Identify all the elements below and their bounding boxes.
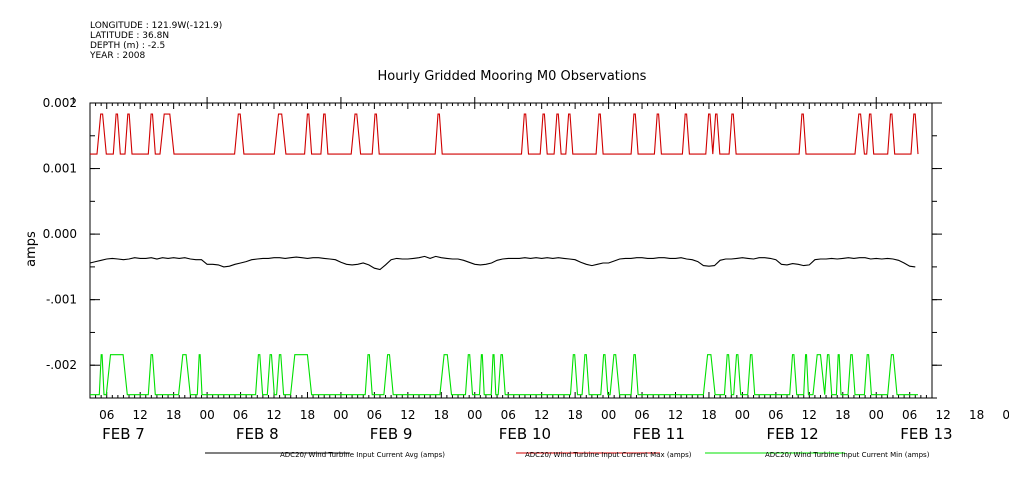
- x-tick-label: 18: [567, 408, 582, 422]
- x-tick-label: 18: [835, 408, 850, 422]
- x-tick-label: 06: [634, 408, 649, 422]
- x-tick-label: 00: [601, 408, 616, 422]
- y-tick-label: 0.002: [43, 96, 77, 110]
- date-label: FEB 11: [633, 425, 685, 443]
- x-tick-label: 00: [333, 408, 348, 422]
- date-label: FEB 9: [370, 425, 413, 443]
- date-label: FEB 12: [766, 425, 818, 443]
- x-axis-ticks: 06 12 18 00 06 12 18 00 06 12 18 00 06 12 18 00 06 12 18 00…: [72, 97, 1009, 443]
- legend-label-max: ADC20/ Wind Turbine Input Current Max (a…: [525, 451, 692, 459]
- x-tick-label: 18: [434, 408, 449, 422]
- y-tick-label: 0.000: [43, 227, 77, 241]
- plot-frame: [89, 102, 933, 399]
- x-tick-label: 00: [467, 408, 482, 422]
- chart-title: Hourly Gridded Mooring M0 Observations: [378, 69, 647, 84]
- series-line-max: [90, 113, 919, 155]
- x-tick-label: 12: [266, 408, 281, 422]
- x-tick-label: 06: [233, 408, 248, 422]
- x-tick-label: 00: [199, 408, 214, 422]
- y-tick-label: -.001: [46, 293, 77, 307]
- x-tick-label: 12: [534, 408, 549, 422]
- year-label: YEAR : 2008: [90, 51, 146, 61]
- longitude-label: LONGITUDE : 121.9W(-121.9): [90, 21, 223, 31]
- x-tick-label: 00: [869, 408, 884, 422]
- x-tick-label: 06: [501, 408, 516, 422]
- x-tick-label: 12: [802, 408, 817, 422]
- latitude-label: LATITUDE : 36.8N: [90, 31, 170, 41]
- metadata-block: LONGITUDE : 121.9W(-121.9) LATITUDE : 36…: [90, 21, 222, 61]
- y-axis-label: amps: [24, 231, 39, 267]
- series-line-min: [90, 354, 918, 396]
- y-tick-label: 0.001: [43, 162, 77, 176]
- x-tick-label: 00: [735, 408, 750, 422]
- x-tick-label: 12: [668, 408, 683, 422]
- x-tick-label: 18: [300, 408, 315, 422]
- y-tick-label: -.002: [46, 358, 77, 372]
- date-label: FEB 13: [900, 425, 952, 443]
- x-tick-label: 12: [400, 408, 415, 422]
- x-tick-label: 00: [1002, 408, 1009, 422]
- x-tick-label: 18: [166, 408, 181, 422]
- x-tick-label: 06: [902, 408, 917, 422]
- x-tick-label: 18: [969, 408, 984, 422]
- legend-label-min: ADC20/ Wind Turbine Input Current Min (a…: [765, 451, 930, 459]
- series-line-avg: [89, 255, 916, 271]
- date-label: FEB 10: [499, 425, 551, 443]
- x-tick-label: 06: [367, 408, 382, 422]
- x-tick-label: 06: [99, 408, 114, 422]
- depth-label: DEPTH (m) : -2.5: [90, 41, 166, 51]
- date-label: FEB 7: [102, 425, 145, 443]
- date-label: FEB 8: [236, 425, 279, 443]
- legend: ADC20/ Wind Turbine Input Current Avg (a…: [205, 451, 930, 459]
- x-tick-label: 12: [133, 408, 148, 422]
- x-tick-label: 12: [936, 408, 951, 422]
- y-axis-ticks: 0.002 0.001 0.000 -.001 -.002: [43, 96, 942, 399]
- x-tick-label: 06: [768, 408, 783, 422]
- x-tick-label: 18: [701, 408, 716, 422]
- legend-label-avg: ADC20/ Wind Turbine Input Current Avg (a…: [280, 451, 445, 459]
- series-layer: [89, 113, 919, 396]
